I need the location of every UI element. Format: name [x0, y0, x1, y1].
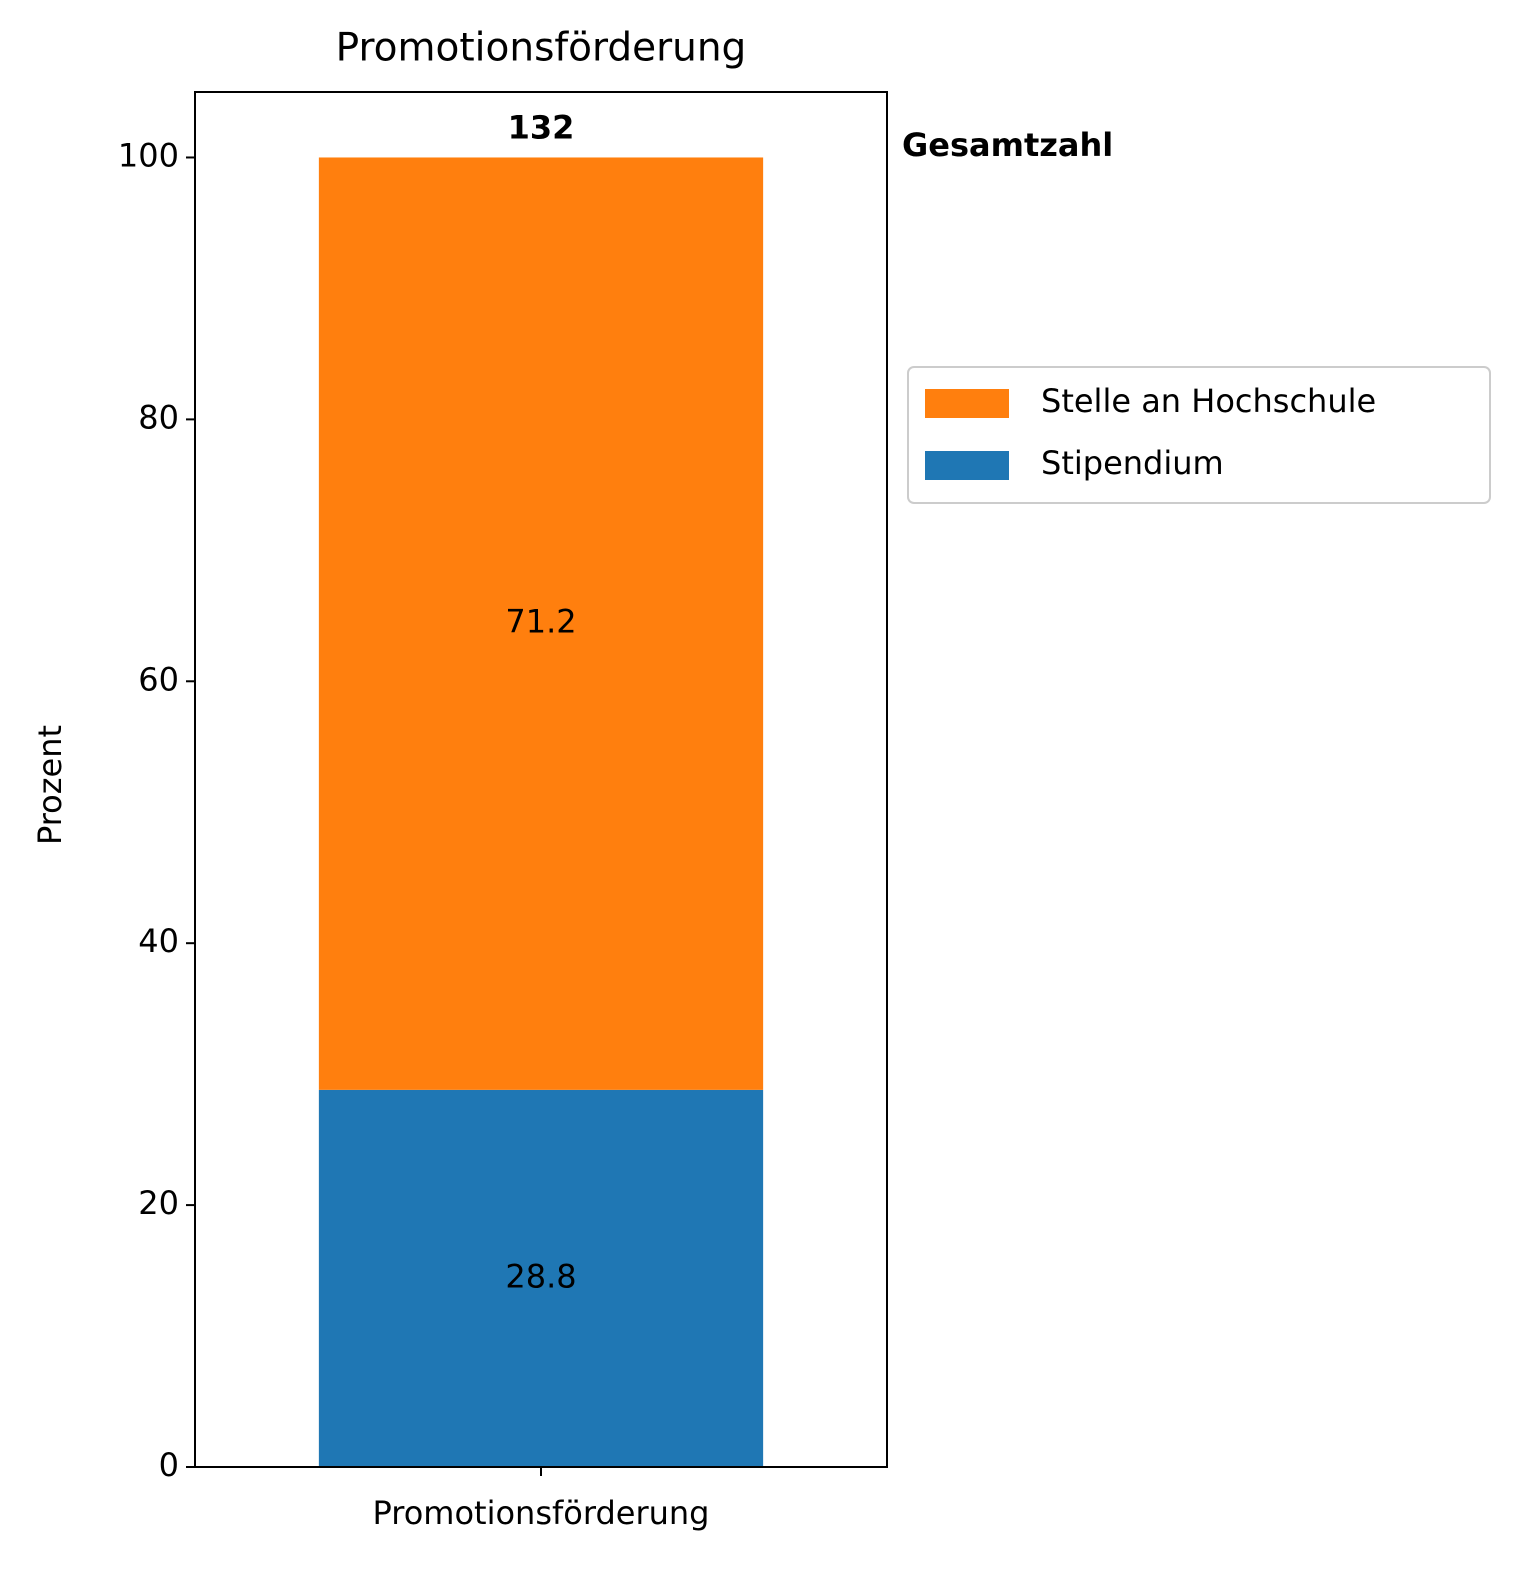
y-tick-label: 100 [118, 136, 179, 174]
totals-title: Gesamtzahl [902, 126, 1113, 164]
legend-box [907, 366, 1491, 504]
y-tick-label: 0 [159, 1446, 179, 1484]
legend-label: Stelle an Hochschule [1041, 382, 1376, 420]
y-axis-label: Prozent [31, 725, 69, 845]
legend-swatch [925, 451, 1009, 480]
y-tick-label: 80 [138, 398, 179, 436]
bar-segment [318, 1089, 764, 1467]
total-label: 132 [508, 108, 575, 146]
plot-frame [194, 91, 888, 1468]
y-tick-label: 40 [138, 922, 179, 960]
value-label: 28.8 [505, 1257, 576, 1295]
legend-label: Stipendium [1041, 444, 1224, 482]
x-tick-label: Promotionsförderung [373, 1494, 710, 1532]
y-tick-label: 60 [138, 660, 179, 698]
bar-segment [318, 157, 764, 1090]
chart-title: Promotionsförderung [336, 26, 747, 71]
legend-swatch [925, 389, 1009, 418]
value-label: 71.2 [505, 603, 576, 641]
y-tick-label: 20 [138, 1184, 179, 1222]
